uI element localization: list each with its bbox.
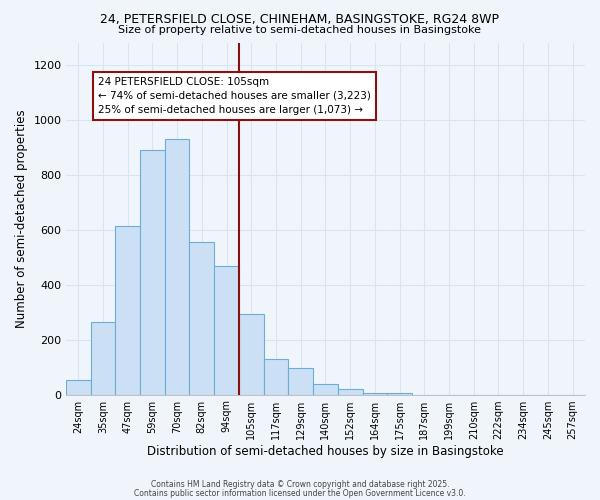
Bar bbox=[313, 384, 338, 396]
Bar bbox=[140, 150, 165, 396]
Bar bbox=[165, 139, 190, 396]
Bar bbox=[263, 360, 289, 396]
Bar bbox=[66, 380, 91, 396]
Bar bbox=[115, 226, 140, 396]
Text: 24 PETERSFIELD CLOSE: 105sqm
← 74% of semi-detached houses are smaller (3,223)
2: 24 PETERSFIELD CLOSE: 105sqm ← 74% of se… bbox=[98, 77, 371, 115]
Bar bbox=[239, 314, 263, 396]
Text: Size of property relative to semi-detached houses in Basingstoke: Size of property relative to semi-detach… bbox=[119, 25, 482, 35]
Bar bbox=[190, 242, 214, 396]
Text: Contains public sector information licensed under the Open Government Licence v3: Contains public sector information licen… bbox=[134, 488, 466, 498]
Y-axis label: Number of semi-detached properties: Number of semi-detached properties bbox=[15, 110, 28, 328]
Bar bbox=[214, 266, 239, 396]
Bar bbox=[387, 392, 412, 396]
Bar bbox=[338, 389, 362, 396]
X-axis label: Distribution of semi-detached houses by size in Basingstoke: Distribution of semi-detached houses by … bbox=[147, 444, 504, 458]
Bar bbox=[91, 322, 115, 396]
Bar bbox=[289, 368, 313, 396]
Text: Contains HM Land Registry data © Crown copyright and database right 2025.: Contains HM Land Registry data © Crown c… bbox=[151, 480, 449, 489]
Text: 24, PETERSFIELD CLOSE, CHINEHAM, BASINGSTOKE, RG24 8WP: 24, PETERSFIELD CLOSE, CHINEHAM, BASINGS… bbox=[101, 12, 499, 26]
Bar bbox=[362, 392, 387, 396]
